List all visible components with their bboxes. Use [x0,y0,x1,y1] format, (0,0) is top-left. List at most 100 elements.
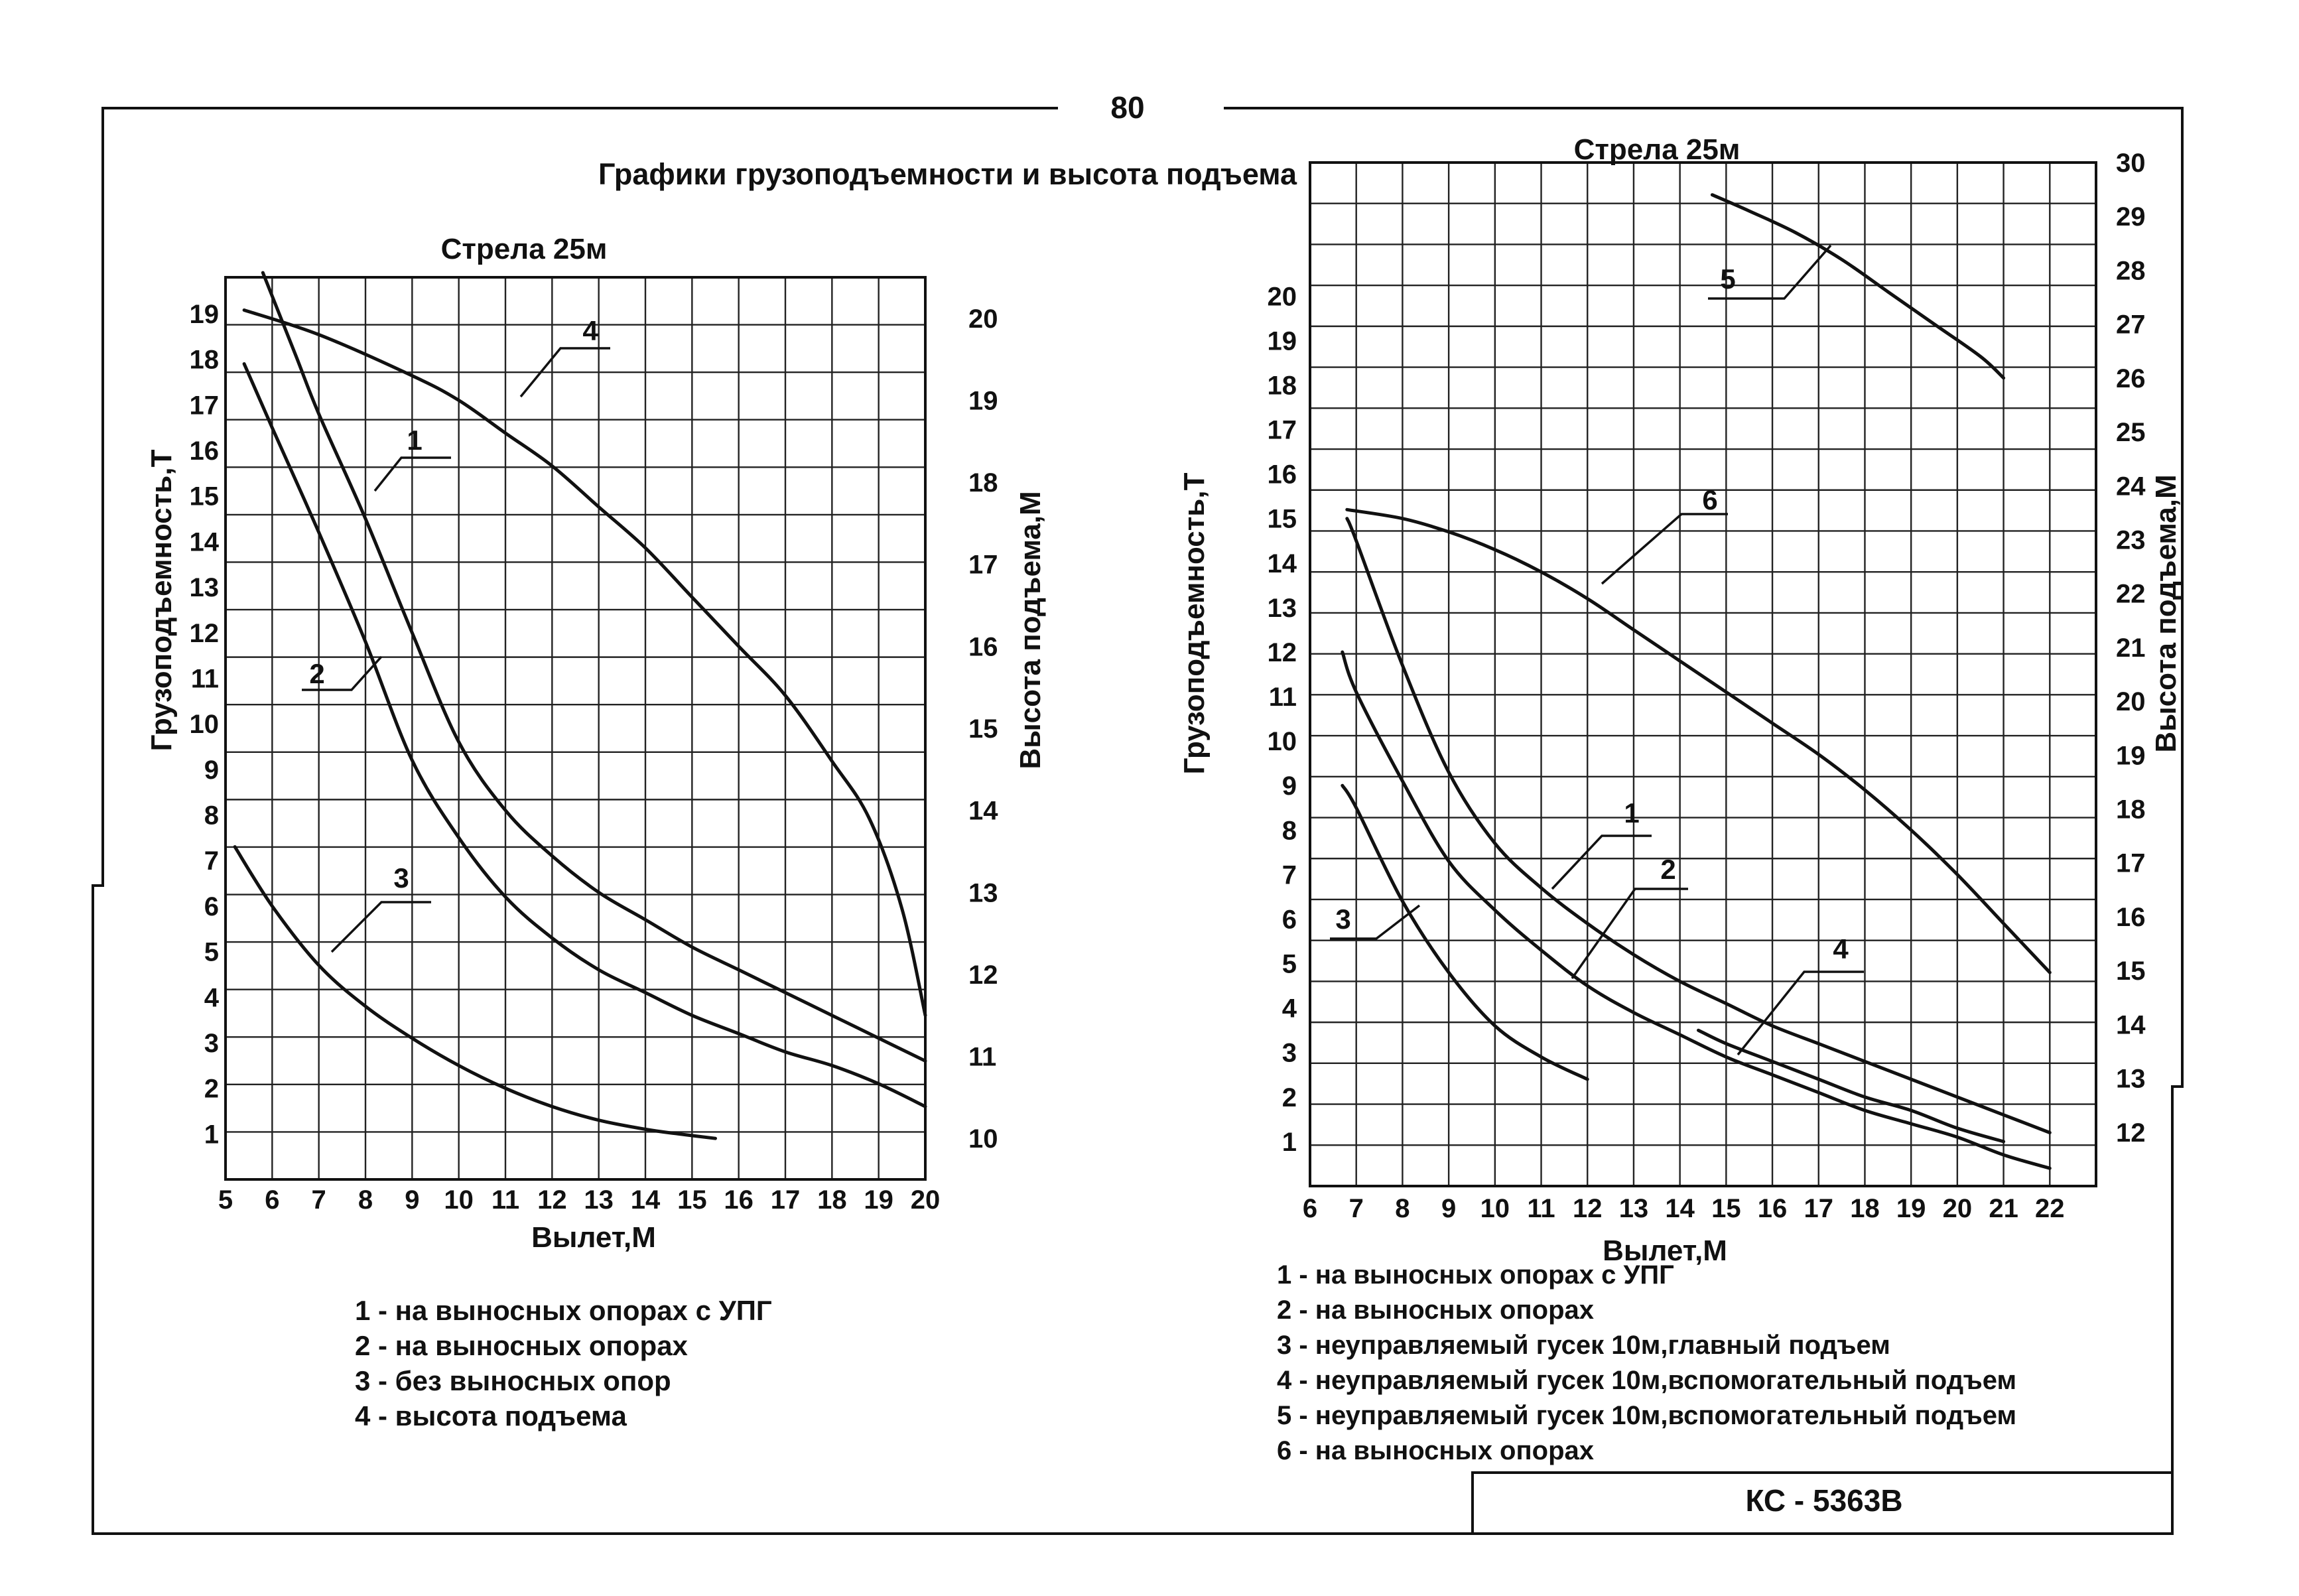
left-legend-item-1: 1 - на выносных опорах с УПГ [355,1295,772,1326]
left-x-tick-label: 20 [911,1185,941,1215]
left-y-tick-label: 12 [190,619,220,648]
right-y-tick-label: 15 [1268,505,1297,534]
right-x-tick-label: 22 [2035,1194,2065,1223]
left-y-tick-label: 8 [204,801,219,831]
right-x-ticks: 6 7 8 9 10 11 12 13 14 15 16 17 18 19 20 21 22 [1303,1194,2065,1223]
right-y-tick-label: 6 [1282,905,1297,934]
left-series-lines [233,271,927,1140]
left-y-tick-label: 17 [190,391,220,420]
right-y-tick-label: 5 [1282,950,1297,979]
right-y2-tick-label: 29 [2116,202,2146,232]
left-legend-item-3: 3 - без выносных опор [355,1365,671,1396]
left-x-tick-label: 10 [444,1185,474,1215]
right-curve-label-1: 1 [1551,797,1652,890]
page-frame [92,107,2184,1535]
left-y-tick-label: 19 [190,300,220,329]
right-curve-label-4: 4 [1737,933,1864,1056]
right-x-tick-label: 19 [1896,1194,1926,1223]
right-chart: Стрела 25м 6 7 8 9 10 11 12 13 14 15 16 17 18 19 20 21 2… [1178,133,2182,1465]
left-curve-label-3: 3 [330,862,431,953]
right-x-tick-label: 11 [1527,1194,1555,1223]
left-chart: Стрела 25м 5 6 7 8 9 10 11 12 13 14 15 16 17 18 19 20 1… [145,233,1047,1431]
right-x-tick-label: 21 [1989,1194,2018,1223]
left-y-tick-label: 3 [204,1029,219,1058]
left-y2-tick-label: 10 [968,1124,998,1154]
left-series-line-1 [261,271,927,1063]
svg-text:6: 6 [1702,484,1717,515]
left-x-tick-label: 5 [218,1185,233,1215]
left-x-tick-label: 17 [771,1185,801,1215]
right-y2-axis-label: Высота подъема,М [2150,474,2182,752]
left-curve-label-1: 1 [373,425,451,492]
left-x-tick-label: 11 [492,1185,519,1215]
left-x-tick-label: 18 [817,1185,847,1215]
left-x-tick-label: 8 [358,1185,373,1215]
right-y2-tick-label: 27 [2116,310,2146,340]
left-y-tick-label: 6 [204,892,219,921]
left-y2-ticks: 10 11 12 13 14 15 16 17 18 19 20 [968,304,998,1154]
right-x-tick-label: 15 [1711,1194,1741,1223]
right-x-axis-label: Вылет,М [1603,1234,1727,1267]
left-curve-label-4: 4 [519,315,610,398]
left-y-tick-label: 14 [190,527,220,557]
left-y-tick-label: 18 [190,346,220,375]
right-curve-label-2: 2 [1571,854,1688,980]
right-plot-frame [1309,161,2097,1187]
left-y2-tick-label: 18 [968,468,998,498]
left-y-tick-label: 5 [204,938,219,967]
right-x-tick-label: 16 [1758,1194,1788,1223]
right-y-tick-label: 20 [1268,282,1297,311]
left-legend-item-4: 4 - высота подъема [355,1400,627,1431]
right-y2-tick-label: 24 [2116,472,2146,501]
right-x-tick-label: 12 [1573,1194,1603,1223]
right-legend: 1 - на выносных опорах с УПГ 2 - на выно… [1277,1260,2016,1465]
right-legend-item-1: 1 - на выносных опорах с УПГ [1277,1260,1674,1290]
left-chart-grid [224,276,927,1181]
svg-text:2: 2 [309,658,324,689]
right-y2-tick-label: 28 [2116,256,2146,285]
right-y2-tick-label: 12 [2116,1118,2146,1148]
svg-text:2: 2 [1660,854,1675,885]
right-y-tick-label: 17 [1268,416,1297,445]
page-number: 80 [1110,90,1144,125]
left-y-tick-label: 1 [204,1120,219,1149]
left-y2-tick-label: 15 [968,714,998,744]
right-y-tick-label: 4 [1282,994,1297,1024]
left-x-tick-label: 9 [405,1185,419,1215]
right-series-line-2 [1341,650,2052,1170]
right-x-tick-label: 14 [1665,1194,1695,1223]
left-y-axis-label: Грузоподъемность,Т [145,449,178,751]
left-y2-tick-label: 20 [968,304,998,334]
right-legend-item-6: 6 - на выносных опорах [1277,1436,1594,1465]
left-x-tick-label: 19 [864,1185,893,1215]
right-y-tick-label: 19 [1268,326,1297,356]
left-x-tick-label: 12 [537,1185,567,1215]
right-x-tick-label: 18 [1850,1194,1880,1223]
left-legend: 1 - на выносных опорах с УПГ 2 - на выно… [355,1295,772,1431]
left-y2-tick-label: 11 [968,1043,996,1072]
right-y-tick-label: 10 [1268,727,1297,756]
left-y2-tick-label: 14 [968,797,998,826]
right-y2-tick-label: 13 [2116,1065,2146,1094]
page-heading: Графики грузоподъемности и высота подъем… [598,157,1297,191]
left-y2-tick-label: 19 [968,386,998,415]
right-y-axis-label: Грузоподъемность,Т [1178,472,1211,774]
svg-text:1: 1 [407,425,422,456]
left-series-line-2 [242,362,927,1108]
right-y2-tick-label: 16 [2116,903,2146,932]
right-x-tick-label: 6 [1303,1194,1317,1223]
right-y2-tick-label: 15 [2116,957,2146,986]
model-label: КС - 5363В [1745,1483,1902,1518]
right-y-tick-label: 9 [1282,771,1297,801]
right-y2-tick-label: 14 [2116,1010,2146,1039]
right-y2-tick-label: 20 [2116,687,2146,716]
right-y-tick-label: 11 [1269,683,1297,712]
left-y2-tick-label: 12 [968,961,998,990]
left-x-tick-label: 13 [584,1185,614,1215]
right-y2-ticks: 12 13 14 15 16 17 18 19 20 21 22 23 24 25 26 27 28 29 30 [2116,149,2146,1148]
right-y-tick-label: 3 [1282,1039,1297,1068]
right-y-tick-label: 8 [1282,816,1297,845]
right-y2-tick-label: 22 [2116,580,2146,609]
left-chart-title: Стрела 25м [441,233,608,265]
